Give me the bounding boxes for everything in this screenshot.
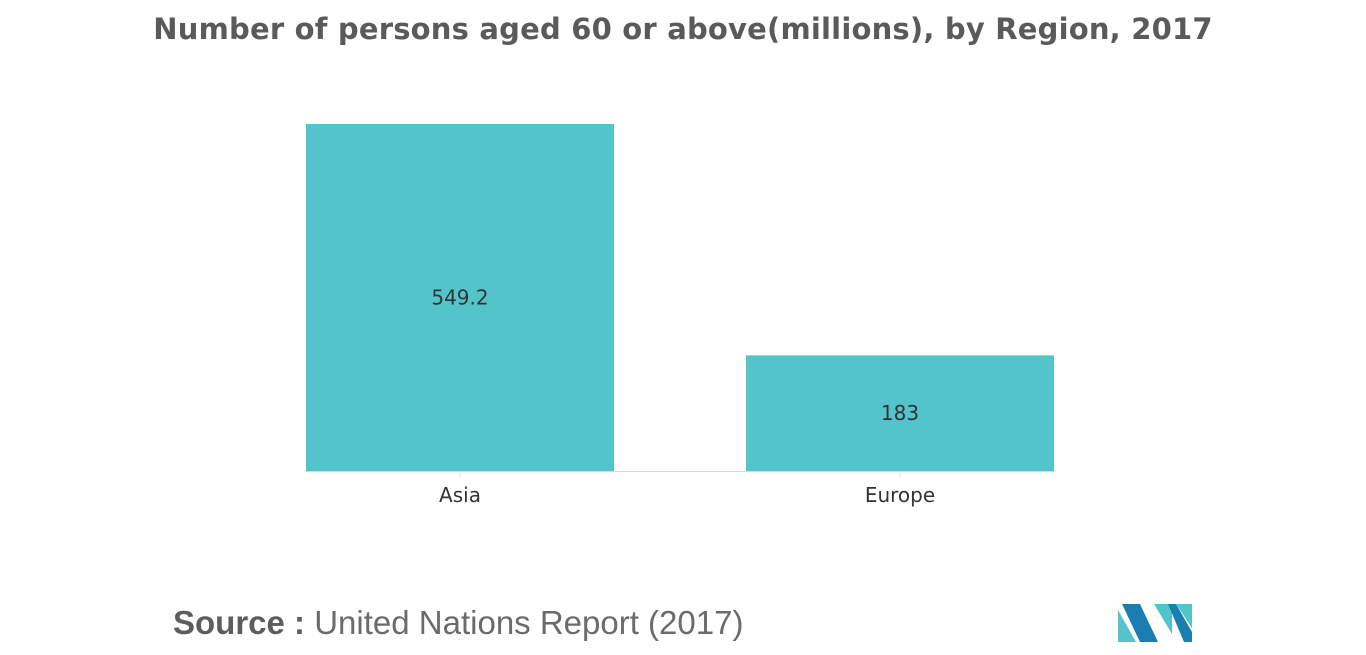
bar-asia (306, 124, 614, 471)
source-note: Source : United Nations Report (2017) (173, 604, 743, 642)
x-tick-label-asia: Asia (439, 483, 481, 507)
mordor-intelligence-logo-icon (1118, 604, 1192, 642)
bar-europe (746, 355, 1054, 471)
x-tick-label-europe: Europe (865, 483, 935, 507)
source-text: United Nations Report (2017) (314, 604, 744, 641)
bar-chart: 549.2 Asia 183 Europe (306, 124, 1054, 507)
data-label-asia: 549.2 (431, 286, 488, 310)
data-label-europe: 183 (881, 401, 919, 425)
chart-title: Number of persons aged 60 or above(milli… (153, 12, 1213, 46)
source-label: Source : (173, 604, 306, 641)
